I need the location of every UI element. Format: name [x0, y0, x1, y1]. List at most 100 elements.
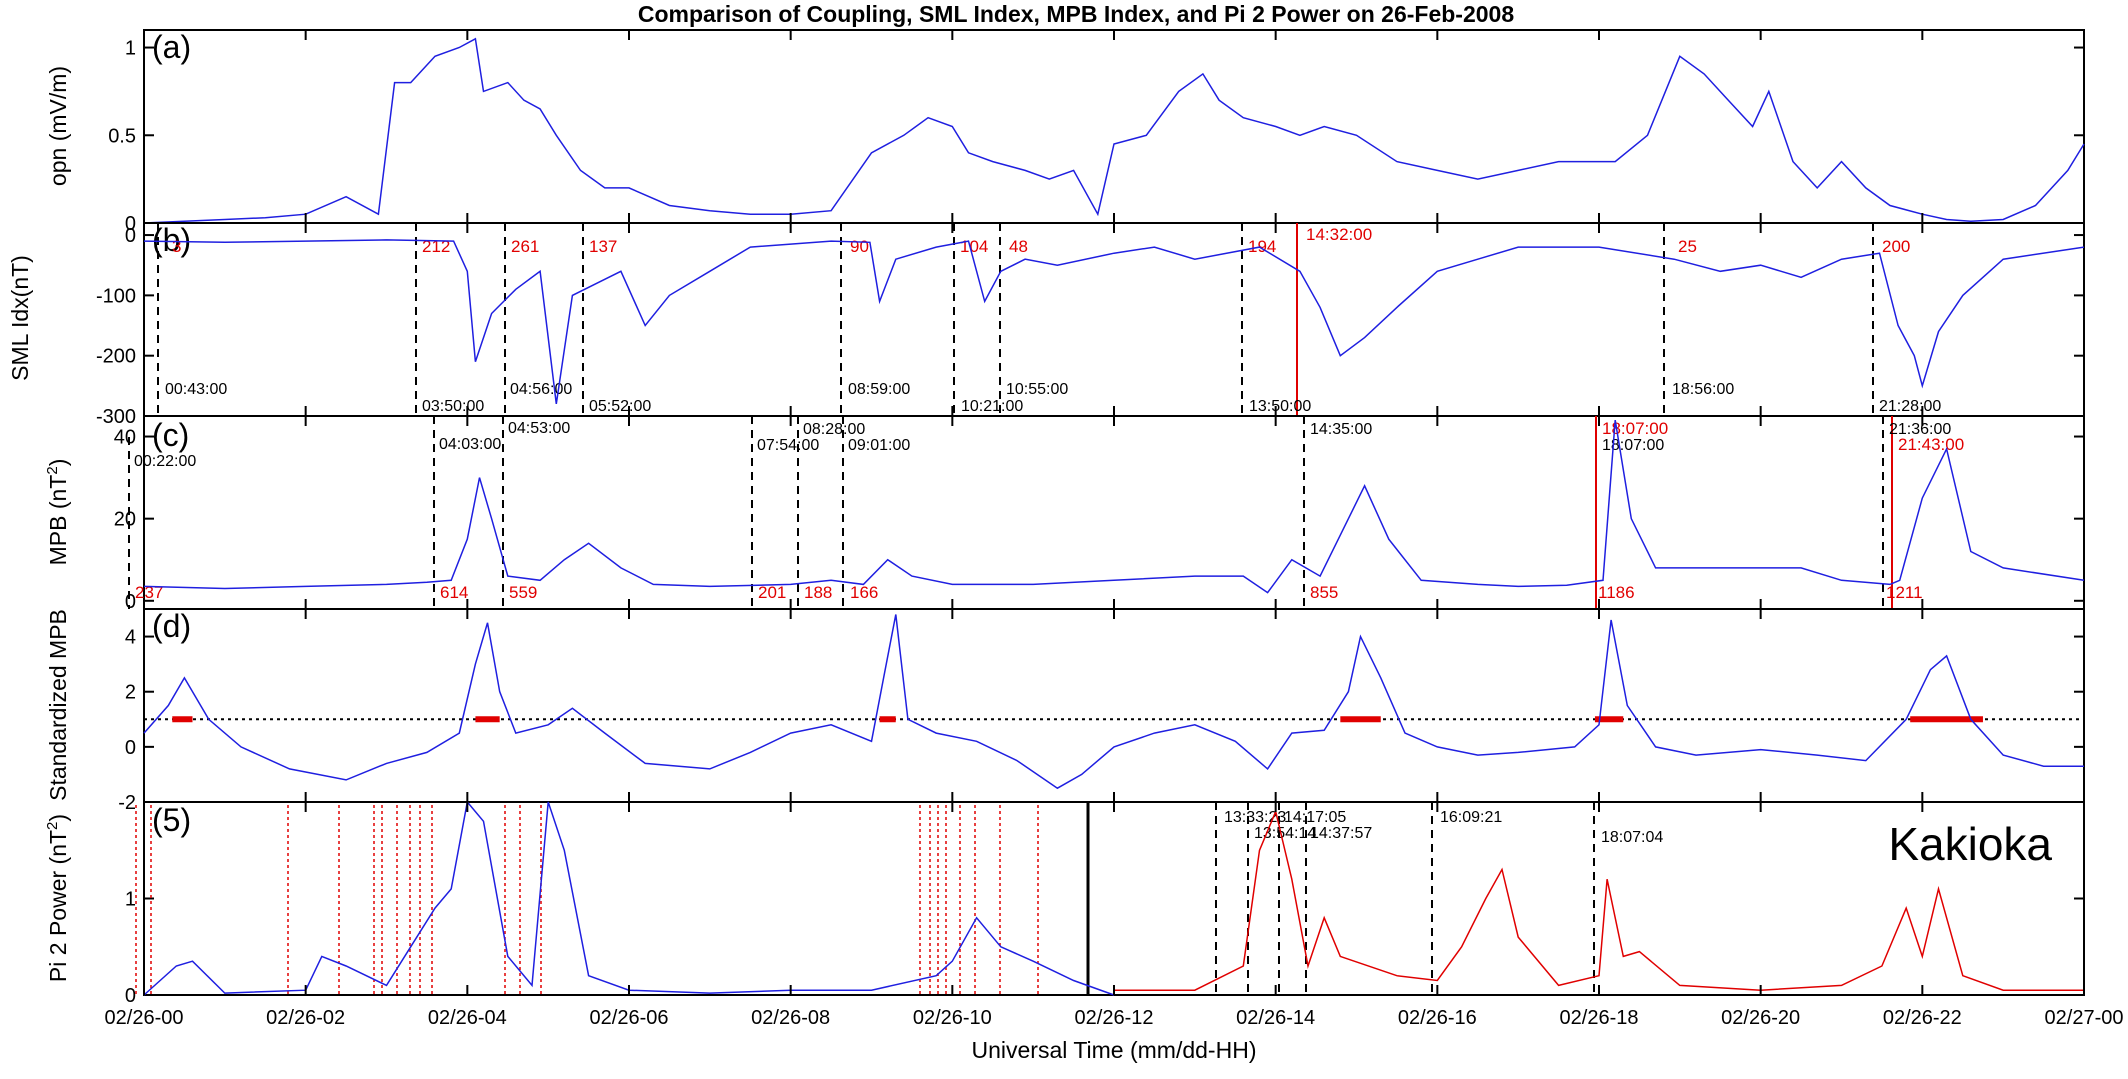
y-tick-label: 40 [114, 427, 136, 449]
panel-a: (a) opn (mV/m) 00.51 [45, 29, 2085, 235]
y-tick-label: 0 [125, 213, 136, 235]
y-tick-label: 0 [125, 225, 136, 247]
x-tick-label: 02/27-00 [2045, 1007, 2124, 1029]
y-tick-label: 0.5 [108, 125, 136, 147]
sml-time-annotation: 10:21:00 [961, 398, 1023, 415]
sml-time-annotation: 05:52:00 [589, 398, 651, 415]
panel-e-ylabel: Pi 2 Power (nT2) [44, 814, 71, 982]
y-tick-label: 0 [125, 591, 136, 613]
mpb-annotation: 21:43:00 [1898, 435, 1964, 454]
y-tick-label: 4 [125, 627, 136, 649]
panel-e-frame [143, 801, 2085, 996]
panel-c-yticks: 0 20 40 [114, 427, 2084, 613]
y-tick-label: 0 [125, 985, 136, 1007]
sml-time-annotation: 10:55:00 [1006, 381, 1068, 398]
sml-annotation: 104 [960, 237, 988, 256]
mpb-annotation: 559 [509, 583, 537, 602]
panel-d-series-line [143, 614, 2084, 790]
sml-annotation: 3 [172, 237, 181, 256]
pi2-onset-lines-red-section [1215, 802, 1595, 995]
x-tick-label: 02/26-10 [913, 1007, 992, 1029]
panel-c-ylabel: MPB (nT2) [44, 459, 71, 566]
sml-annotation: 200 [1882, 237, 1910, 256]
panel-b-yticks: -300 -200 -100 0 [96, 225, 2084, 428]
x-axis-ticks: 02/26-00 02/26-02 02/26-04 02/26-06 02/26-08… [105, 30, 2124, 1029]
sml-time-annotation: 13:50:00 [1249, 398, 1311, 415]
panel-c: (c) MPB (nT2) 0 20 40 00:22:00 04:03:00 04… [44, 415, 2085, 613]
pi2-time-annotation: 13:54:14 [1254, 825, 1316, 842]
mpb-time-annotation: 09:01:00 [848, 437, 910, 454]
mpb-time-annotation: 04:53:00 [508, 420, 570, 437]
x-axis-label: Universal Time (mm/dd-HH) [972, 1037, 1257, 1063]
mpb-time-annotation: 07:54:00 [757, 437, 819, 454]
sml-annotation: 261 [511, 237, 539, 256]
mpb-time-annotation: 18:07:00 [1602, 437, 1664, 454]
y-tick-label: 1 [125, 38, 136, 60]
panel-c-label: (c) [152, 417, 189, 453]
panel-c-black-annotations: 00:22:00 04:03:00 04:53:00 07:54:00 08:2… [134, 420, 1951, 470]
x-tick-label: 02/26-14 [1236, 1007, 1315, 1029]
panel-a-series-line [143, 37, 2085, 224]
sml-annotation: 194 [1248, 237, 1276, 256]
x-tick-label: 02/26-08 [751, 1007, 830, 1029]
mpb-time-annotation: 00:22:00 [134, 453, 196, 470]
panel-e-label: (5) [152, 802, 191, 838]
mpb-annotation: 166 [850, 583, 878, 602]
x-tick-label: 02/26-02 [266, 1007, 345, 1029]
sml-time-annotation: 00:43:00 [165, 381, 227, 398]
mpb-annotation: 237 [135, 583, 163, 602]
sml-annotation: 137 [589, 237, 617, 256]
y-tick-label: 0 [125, 737, 136, 759]
pi2-time-annotation: 14:37:57 [1310, 825, 1372, 842]
panel-a-ylabel: opn (mV/m) [45, 66, 71, 186]
mpb-time-annotation: 14:35:00 [1310, 421, 1372, 438]
x-tick-label: 02/26-04 [428, 1007, 507, 1029]
panel-c-series-line [143, 419, 2085, 594]
panel-e: (5) Pi 2 Power (nT2) Kakioka 01 [44, 30, 2123, 1029]
y-tick-label: -100 [96, 285, 136, 307]
x-tick-label: 02/26-18 [1560, 1007, 1639, 1029]
panel-b-top-annotations: 3 212 261 137 90 104 48 194 14:32:00 25 … [172, 225, 1910, 256]
pi2-time-annotation: 18:07:04 [1601, 829, 1663, 846]
panel-e-series-line-blue [143, 800, 1115, 996]
sml-time-annotation: 03:50:00 [422, 398, 484, 415]
panel-b-event-lines [157, 223, 1874, 416]
panel-b-series-line [143, 239, 2085, 405]
mpb-annotation: 188 [804, 583, 832, 602]
mpb-annotation: 855 [1310, 583, 1338, 602]
y-tick-label: -200 [96, 346, 136, 368]
panel-a-frame [143, 29, 2085, 224]
x-tick-label: 02/26-20 [1721, 1007, 1800, 1029]
panel-b-bottom-annotations: 00:43:00 03:50:00 04:56:00 05:52:00 08:5… [165, 381, 1941, 415]
pi2-onset-lines-blue-section [135, 805, 1039, 995]
mpb-time-annotation: 08:28:00 [803, 421, 865, 438]
pi2-annotations: 13:33:23 13:54:14 14:17:05 14:37:57 16:0… [1224, 809, 1663, 846]
panel-d-label: (d) [152, 608, 191, 644]
mpb-annotation: 1186 [1598, 583, 1635, 602]
panel-d-ylabel: Standardized MPB [45, 609, 71, 801]
y-tick-label: -300 [96, 406, 136, 428]
sml-time-annotation: 08:59:00 [848, 381, 910, 398]
sml-time-annotation: 21:28:00 [1879, 398, 1941, 415]
mpb-annotation: 1211 [1886, 583, 1923, 602]
mpb-time-annotation: 21:36:00 [1889, 421, 1951, 438]
mpb-time-annotation: 04:03:00 [439, 436, 501, 453]
station-label: Kakioka [1888, 818, 2052, 870]
y-tick-label: 2 [125, 682, 136, 704]
panel-c-event-lines [128, 416, 1893, 609]
sml-annotation: 90 [850, 237, 869, 256]
mpb-annotation: 18:07:00 [1602, 419, 1668, 438]
sml-time-annotation: 18:56:00 [1672, 381, 1734, 398]
sml-annotation: 14:32:00 [1306, 225, 1372, 244]
panel-d-frame [143, 608, 2085, 803]
sml-annotation: 25 [1678, 237, 1697, 256]
panel-d: (d) Standardized MPB -2 0 2 4 [45, 608, 2085, 814]
mpb-annotation: 201 [758, 583, 786, 602]
x-tick-label: 02/26-22 [1883, 1007, 1962, 1029]
panel-e-yticks: 01 [125, 889, 2084, 1007]
x-tick-label: 02/26-16 [1398, 1007, 1477, 1029]
panel-e-series-line-red [1114, 809, 2084, 991]
panel-c-red-annotations: 237 614 559 201 188 166 855 1186 1211 18… [135, 419, 1964, 602]
